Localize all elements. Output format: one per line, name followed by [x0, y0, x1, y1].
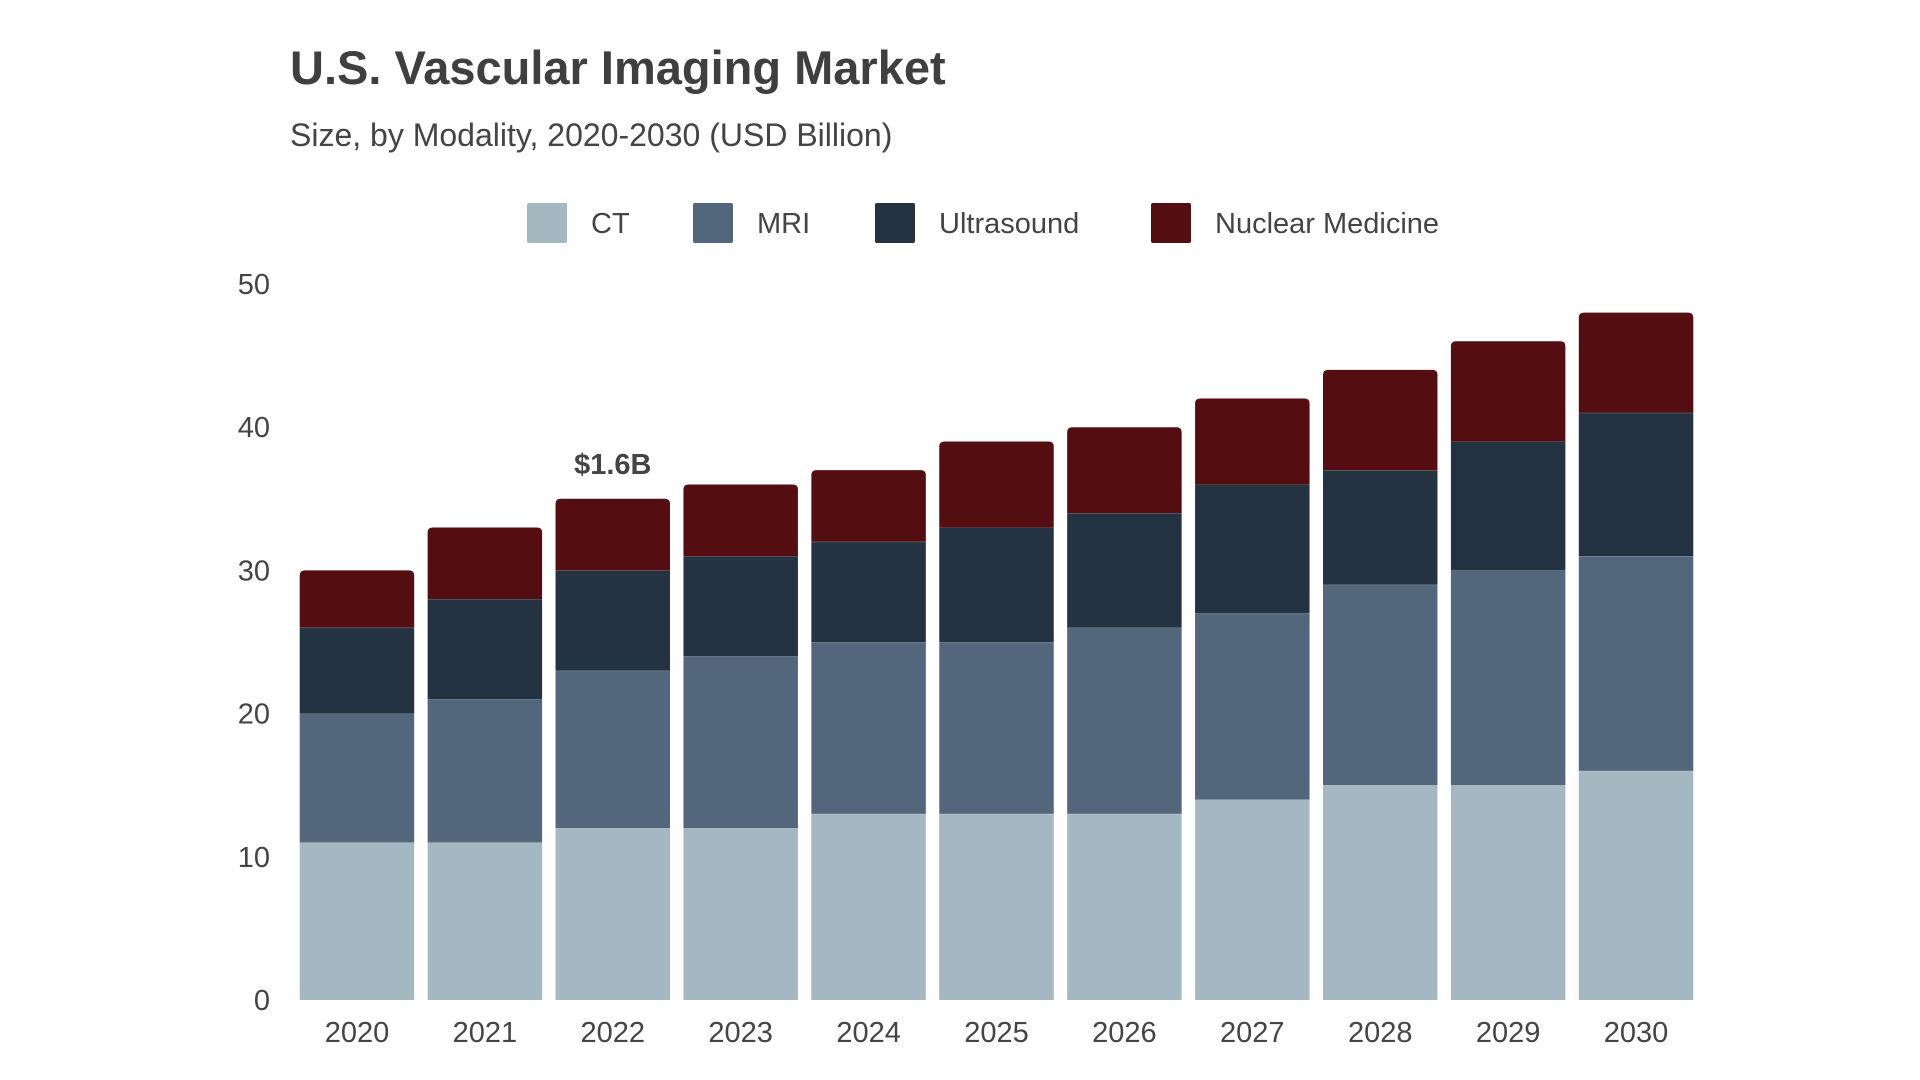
bar-segment-nuclear-medicine-2027: [1195, 398, 1310, 485]
bar-group-2024: [811, 470, 926, 1000]
bar-segment-nuclear-medicine-2020: [299, 570, 415, 628]
bar-segment-nuclear-medicine-2022: [555, 498, 671, 571]
bar-group-2025: [939, 441, 1054, 1000]
bar-group-2028: [1322, 369, 1438, 1000]
x-tick-label-2022: 2022: [581, 1017, 646, 1049]
bar-segment-ultrasound-2021: [427, 599, 543, 700]
legend-swatch-ct: [527, 203, 567, 243]
bar-segment-ct-2030: [1578, 770, 1694, 1000]
bar-segment-nuclear-medicine-2029: [1450, 341, 1566, 442]
bar-segment-mri-2025: [939, 642, 1054, 814]
bar-segment-nuclear-medicine-2026: [1067, 427, 1182, 514]
annotation-label: $1.6B: [574, 449, 651, 481]
y-tick-label: 30: [238, 555, 270, 587]
bar-group-2027: [1195, 398, 1310, 1000]
x-tick-label-2026: 2026: [1092, 1017, 1157, 1049]
bar-segment-mri-2028: [1322, 584, 1438, 786]
bar-group-2029: [1450, 341, 1566, 1000]
x-tick-label-2030: 2030: [1604, 1017, 1669, 1049]
legend-item-ultrasound: Ultrasound: [875, 203, 1079, 243]
bar-segment-mri-2021: [427, 699, 543, 843]
y-tick-label: 40: [238, 412, 270, 444]
legend-swatch-ultrasound: [875, 203, 915, 243]
bar-segment-mri-2029: [1450, 570, 1566, 786]
bar-segment-ultrasound-2023: [683, 556, 798, 657]
bar-group-2026: [1067, 427, 1182, 1000]
legend-label-ct: CT: [591, 208, 630, 240]
bar-segment-ct-2020: [299, 842, 415, 1000]
bar-segment-ultrasound-2028: [1322, 470, 1438, 585]
x-tick-label-2029: 2029: [1476, 1017, 1541, 1049]
bar-segment-ultrasound-2024: [811, 541, 926, 642]
bar-segment-ct-2029: [1450, 785, 1566, 1000]
bar-segment-nuclear-medicine-2025: [939, 441, 1054, 528]
bar-segment-ct-2026: [1067, 813, 1182, 1000]
bar-segment-nuclear-medicine-2023: [683, 484, 798, 557]
chart-legend: CT MRI Ultrasound Nuclear Medicine: [527, 203, 1439, 243]
bar-segment-ct-2023: [683, 828, 798, 1000]
x-tick-label-2020: 2020: [325, 1017, 390, 1049]
bar-segment-ultrasound-2026: [1067, 513, 1182, 628]
bar-segment-mri-2022: [555, 670, 671, 829]
chart-subtitle: Size, by Modality, 2020-2030 (USD Billio…: [290, 117, 893, 153]
chart-title: U.S. Vascular Imaging Market: [290, 41, 946, 94]
bar-segment-ct-2028: [1322, 785, 1438, 1000]
x-tick-label-2027: 2027: [1220, 1017, 1285, 1049]
bar-segment-mri-2024: [811, 642, 926, 814]
legend-label-ultrasound: Ultrasound: [939, 208, 1079, 240]
bar-segment-ct-2027: [1195, 799, 1310, 1000]
bar-segment-ultrasound-2020: [299, 627, 415, 714]
bar-group-2030: [1578, 312, 1694, 1000]
bar-segment-ct-2025: [939, 813, 1054, 1000]
bar-segment-mri-2026: [1067, 627, 1182, 814]
bar-group-2023: [683, 484, 798, 1000]
y-tick-label: 10: [238, 842, 270, 874]
legend-item-nuclear-medicine: Nuclear Medicine: [1151, 203, 1439, 243]
bar-segment-mri-2020: [299, 713, 415, 843]
bar-segment-ultrasound-2029: [1450, 441, 1566, 571]
bar-segment-nuclear-medicine-2030: [1578, 312, 1694, 413]
y-tick-label: 0: [254, 985, 270, 1017]
bar-group-2022: [555, 498, 671, 1000]
bar-group-2021: [427, 527, 543, 1000]
y-axis: 0 10 20 30 40 50: [238, 269, 270, 1017]
bar-segment-ultrasound-2027: [1195, 484, 1310, 614]
bar-segment-mri-2027: [1195, 613, 1310, 800]
bar-segment-mri-2030: [1578, 556, 1694, 771]
legend-swatch-nuclear-medicine: [1151, 203, 1191, 243]
x-tick-label-2024: 2024: [836, 1017, 901, 1049]
bar-segment-ct-2022: [555, 828, 671, 1000]
bar-segment-mri-2023: [683, 656, 798, 829]
y-tick-label: 50: [238, 269, 270, 301]
bar-segment-ultrasound-2022: [555, 570, 671, 671]
bar-segment-ct-2021: [427, 842, 543, 1000]
y-tick-label: 20: [238, 699, 270, 731]
bars-area: [299, 312, 1694, 1000]
bar-group-2020: [299, 570, 415, 1000]
bar-segment-nuclear-medicine-2024: [811, 470, 926, 542]
bar-segment-ct-2024: [811, 813, 926, 1000]
annotations: $1.6B: [574, 449, 651, 481]
legend-label-mri: MRI: [757, 208, 810, 240]
bar-segment-nuclear-medicine-2021: [427, 527, 543, 600]
x-axis: 2020 2021 2022 2023 2024 2025 2026 2027 2028 2029…: [325, 1017, 1669, 1049]
x-tick-label-2028: 2028: [1348, 1017, 1413, 1049]
x-tick-label-2025: 2025: [964, 1017, 1029, 1049]
legend-label-nuclear-medicine: Nuclear Medicine: [1215, 208, 1439, 240]
bar-segment-nuclear-medicine-2028: [1322, 369, 1438, 471]
x-tick-label-2023: 2023: [708, 1017, 773, 1049]
legend-item-mri: MRI: [693, 203, 810, 243]
bar-segment-ultrasound-2025: [939, 527, 1054, 642]
x-tick-label-2021: 2021: [453, 1017, 518, 1049]
legend-item-ct: CT: [527, 203, 630, 243]
legend-swatch-mri: [693, 203, 733, 243]
bar-segment-ultrasound-2030: [1578, 412, 1694, 557]
